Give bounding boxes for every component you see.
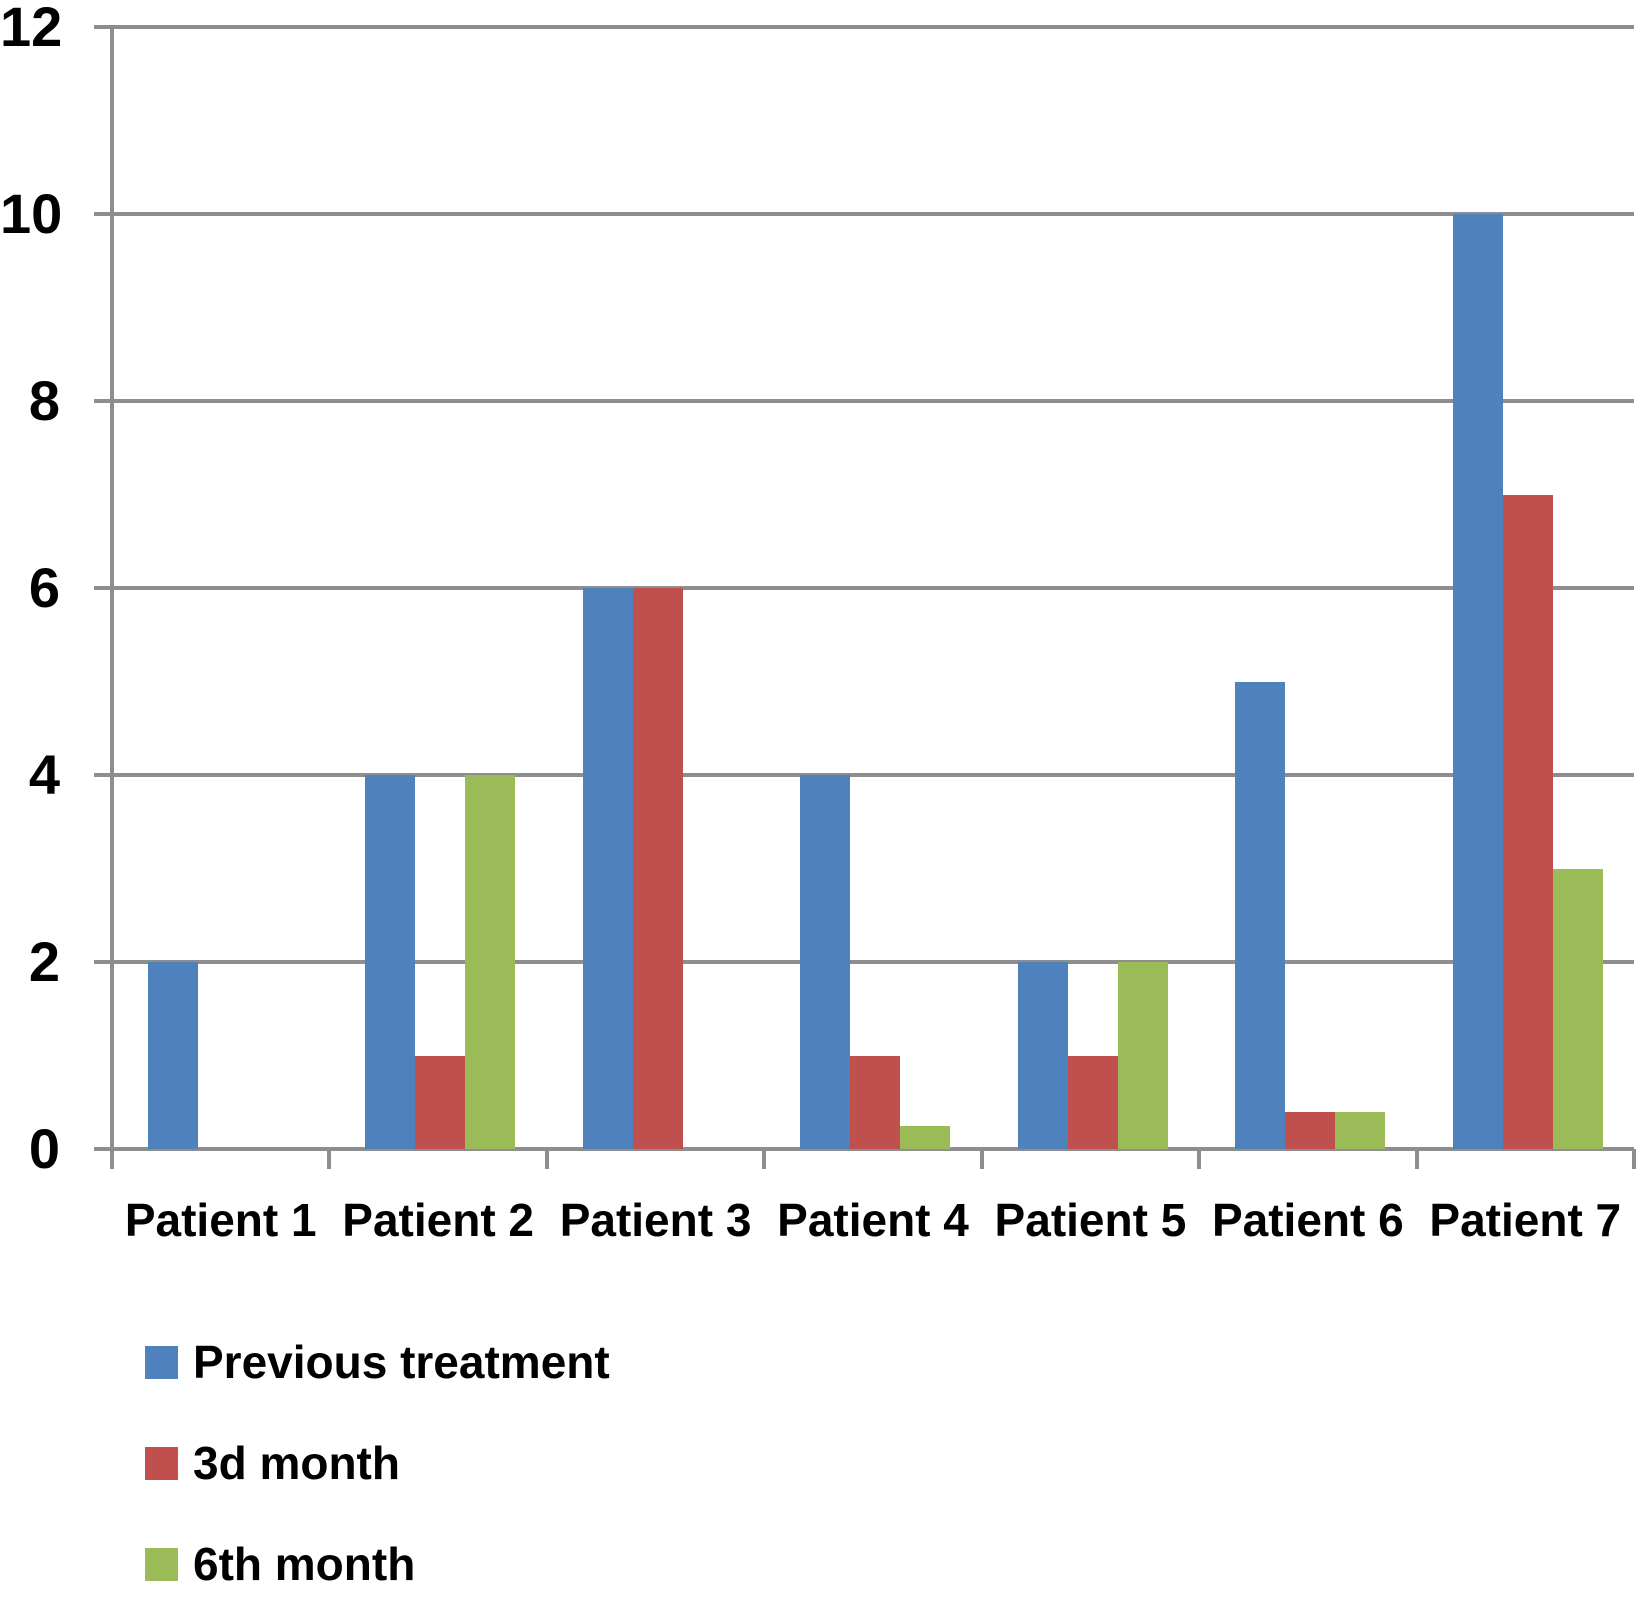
grid-line-8 [94,399,1634,403]
x-axis-tick [1197,1149,1202,1169]
bar-patient-4-series-3 [900,1125,951,1149]
legend-item-2: 3d month [145,1435,400,1491]
y-axis-line [110,27,114,1169]
bar-patient-7-series-3 [1552,868,1603,1149]
y-axis-tick-label: 6 [28,556,60,619]
grid-line-6 [94,586,1634,590]
bar-patient-2-series-1 [365,775,416,1149]
legend-item-1: Previous treatment [145,1334,610,1390]
x-axis-tick [544,1149,549,1169]
bar-patient-6-series-2 [1285,1111,1336,1149]
y-axis-tick-label: 12 [0,0,63,58]
x-axis-tick [762,1149,767,1169]
grid-line-10 [94,212,1634,216]
bar-patient-4-series-1 [800,775,851,1149]
x-axis-category-label: Patient 1 [124,1194,317,1246]
bar-patient-4-series-2 [850,1055,901,1149]
legend-item-label: 3d month [193,1437,400,1489]
x-axis-category-label: Patient 4 [777,1194,969,1246]
x-axis-tick [327,1149,332,1169]
bar-patient-1-series-1 [148,962,198,1149]
x-axis-category-label: Patient 5 [994,1194,1187,1246]
legend-swatch-icon [145,1446,178,1480]
y-axis-tick-label: 0 [28,1117,60,1180]
bar-patient-6-series-3 [1335,1111,1386,1149]
bar-patient-2-series-3 [465,775,516,1149]
legend-swatch-icon [145,1547,178,1581]
legend-item-3: 6th month [145,1536,415,1592]
y-axis-tick-label: 10 [0,182,63,245]
x-axis-tick [1632,1149,1636,1169]
bar-patient-5-series-1 [1017,962,1068,1149]
grid-line-2 [94,960,1634,964]
x-axis-tick [1414,1149,1419,1169]
x-axis-category-label: Patient 3 [559,1194,752,1246]
bar-patient-7-series-1 [1452,214,1503,1149]
bar-patient-2-series-2 [415,1055,466,1149]
bar-patient-7-series-2 [1502,494,1553,1149]
legend-item-label: Previous treatment [193,1336,610,1388]
x-axis-tick [110,1149,114,1169]
bar-patient-3-series-2 [632,588,683,1149]
x-axis-category-label: Patient 7 [1429,1194,1622,1246]
legend-swatch-icon [145,1345,178,1379]
grid-line-0 [94,1147,1634,1151]
grid-line-4 [94,773,1634,777]
x-axis-category-label: Patient 6 [1211,1194,1404,1246]
grid-line-12 [94,25,1634,29]
bar-patient-3-series-1 [582,588,633,1149]
y-axis-tick-label: 2 [28,930,60,993]
legend-item-label: 6th month [193,1538,416,1590]
bar-patient-5-series-3 [1117,962,1168,1149]
y-axis-tick-label: 4 [28,743,60,806]
x-axis-tick [979,1149,984,1169]
y-axis-tick-label: 8 [28,369,60,432]
bar-patient-5-series-2 [1067,1055,1118,1149]
bar-patient-6-series-1 [1235,681,1286,1149]
x-axis-category-label: Patient 2 [342,1194,535,1246]
